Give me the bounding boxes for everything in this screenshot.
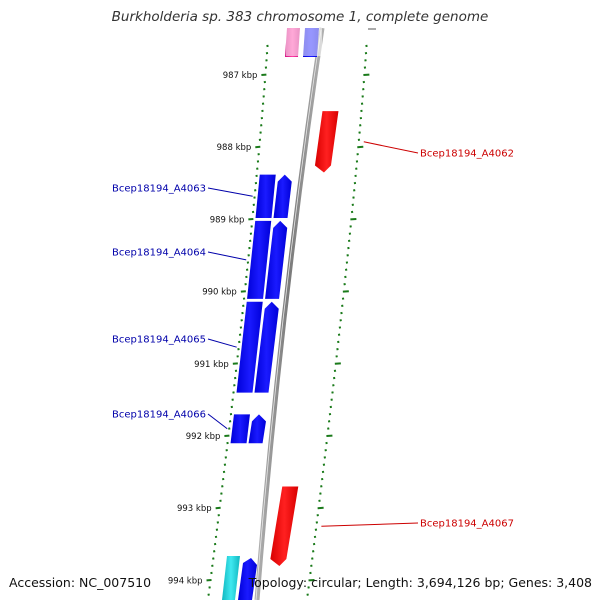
gene-feature-bar	[231, 414, 250, 443]
tick-label: 991 kbp	[194, 360, 229, 370]
tick-label: 994 kbp	[168, 576, 203, 586]
tick-label: 990 kbp	[202, 288, 237, 298]
tick-label: 988 kbp	[217, 143, 252, 153]
gene-Bcep18194_A4063[interactable]	[256, 175, 292, 218]
gene-label-leader	[364, 142, 418, 153]
cds-feature-bar	[249, 414, 266, 443]
gene-label[interactable]: Bcep18194_A4062	[420, 149, 514, 160]
gene-label[interactable]: Bcep18194_A4066	[112, 410, 206, 421]
gene-label-leader	[321, 523, 418, 526]
gene-label[interactable]: Bcep18194_A4067	[420, 519, 514, 530]
gene-feature-bar	[256, 175, 276, 218]
accession-text: Accession: NC_007510	[9, 575, 151, 590]
genome-summary-text: Topology: circular; Length: 3,694,126 bp…	[249, 575, 592, 590]
scale-ticks-outer	[307, 46, 370, 595]
gene-label[interactable]: Bcep18194_A4063	[112, 184, 206, 195]
gene-label[interactable]: Bcep18194_A4064	[112, 248, 206, 259]
gene-Bcep18194_A4066[interactable]	[231, 414, 266, 443]
gene-label-leader	[208, 414, 227, 429]
gene-label-leader	[208, 188, 253, 196]
gene-labels: Bcep18194_A4062 Bcep18194_A4063 Bcep18194_…	[112, 142, 514, 530]
gene-label-leader	[208, 252, 246, 260]
map-title: Burkholderia sp. 383 chromosome 1, compl…	[0, 9, 600, 25]
gene-cyan	[222, 556, 240, 600]
tick-label: 987 kbp	[223, 71, 258, 81]
gene-label[interactable]: Bcep18194_A4065	[112, 335, 206, 346]
tick-label: 989 kbp	[210, 215, 245, 225]
gene-feature-bar	[270, 487, 298, 566]
gene-Bcep18194_A4065[interactable]	[237, 302, 279, 393]
gene-label-leader	[208, 339, 237, 347]
cds-feature-bar	[274, 175, 292, 218]
tick-label: 993 kbp	[177, 504, 212, 514]
tick-label: 992 kbp	[186, 432, 221, 442]
gene-Bcep18194_A4062[interactable]	[315, 111, 339, 172]
gene-partial-top	[285, 28, 322, 57]
gene-feature-bar	[315, 111, 339, 172]
genes-layer	[231, 111, 339, 566]
gene-Bcep18194_A4064[interactable]	[247, 221, 287, 299]
selection-highlight	[286, 28, 322, 56]
gene-Bcep18194_A4067[interactable]	[270, 487, 298, 566]
